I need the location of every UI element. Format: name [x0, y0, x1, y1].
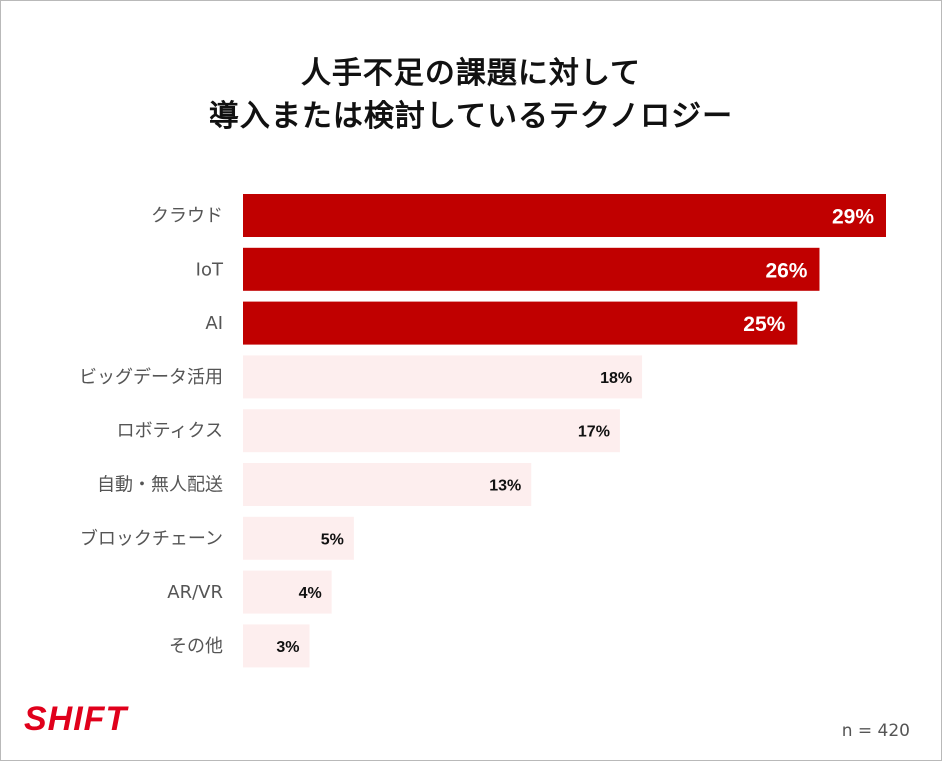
category-label-2: AI: [205, 313, 223, 334]
value-label-7: 4%: [299, 585, 322, 602]
bar-5: [243, 463, 532, 506]
chart-title-line-1: 人手不足の課題に対して: [300, 56, 642, 91]
bar-4: [243, 409, 620, 453]
value-label-2: 25%: [743, 313, 785, 336]
category-label-5: 自動・無人配送: [97, 475, 223, 496]
bar-1: [243, 247, 820, 291]
value-label-8: 3%: [276, 639, 299, 656]
chart-title-line-2: 導入または検討しているテクノロジー: [208, 99, 734, 134]
category-label-0: クラウド: [151, 206, 223, 227]
value-label-6: 5%: [321, 531, 344, 548]
value-label-0: 29%: [832, 206, 874, 229]
category-label-1: IoT: [196, 259, 224, 280]
bar-7: [243, 570, 332, 614]
category-label-4: ロボティクス: [117, 421, 223, 442]
sample-size-label: n = 420: [841, 721, 910, 741]
chart-title: 人手不足の課題に対して 導入または検討しているテクノロジー: [0, 52, 942, 138]
category-label-3: ビッグデータ活用: [79, 367, 223, 388]
shift-logo-text: SHIFT: [24, 700, 129, 738]
value-label-3: 18%: [600, 370, 632, 387]
value-label-4: 17%: [578, 424, 610, 441]
value-label-1: 26%: [765, 259, 807, 282]
category-label-7: AR/VR: [167, 582, 223, 603]
category-label-8: その他: [169, 636, 223, 657]
bar-6: [243, 516, 354, 560]
bar-2: [243, 301, 798, 345]
bar-8: [243, 624, 310, 668]
shift-logo: SHIFT: [24, 700, 129, 738]
value-label-5: 13%: [489, 478, 521, 495]
bar-0: [243, 194, 886, 237]
category-label-6: ブロックチェーン: [80, 527, 223, 549]
bar-3: [243, 355, 643, 399]
